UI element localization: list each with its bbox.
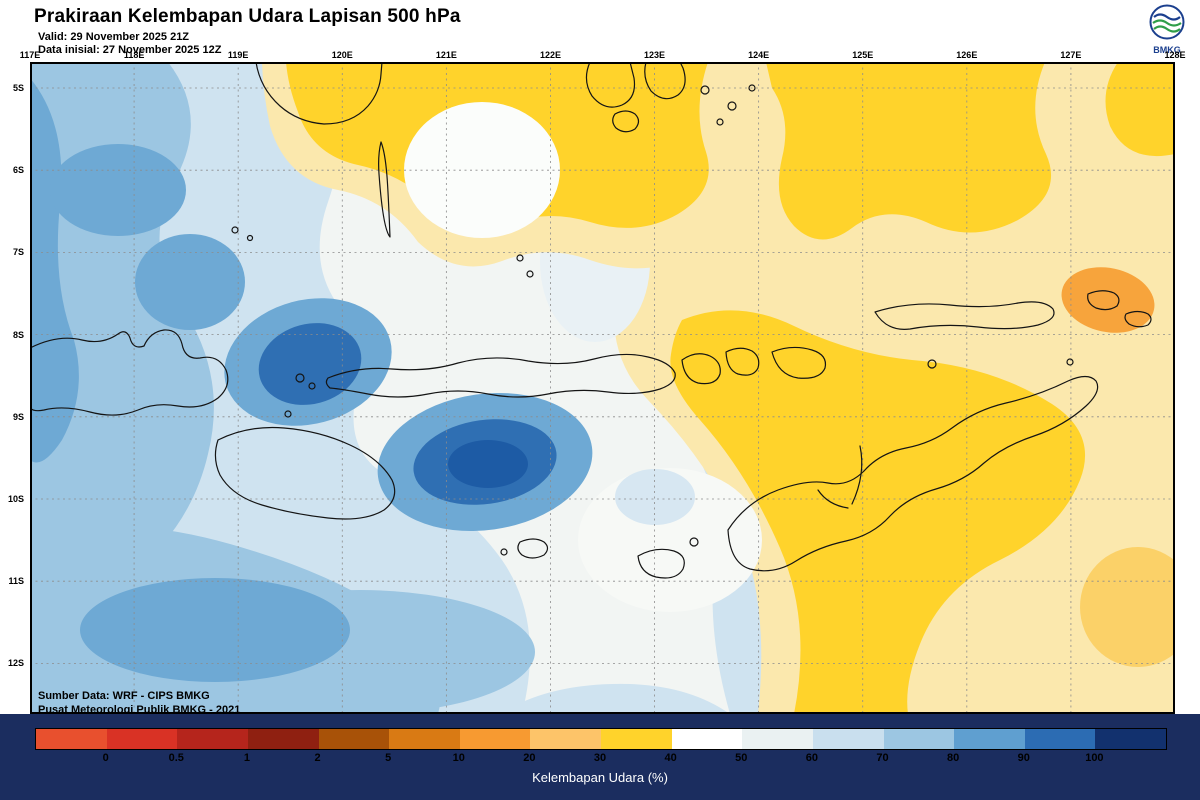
coast-alor xyxy=(771,346,827,379)
lat-label: 12S xyxy=(7,658,24,669)
colorbar-tick-label: 10 xyxy=(452,752,465,764)
coast-wetar xyxy=(874,301,1055,330)
colorbar-tick-label: 20 xyxy=(523,752,536,764)
coast-rote xyxy=(637,548,685,579)
colorbar-tick-labels: 0 0.5 1 2 5 10 20 30 40 50 60 70 80 90 100 xyxy=(35,752,1165,765)
coast-selayar xyxy=(378,141,391,238)
colorbar-tick-label: 100 xyxy=(1085,752,1104,764)
lon-label: 128E xyxy=(1164,50,1186,60)
lat-label: 10S xyxy=(7,494,24,504)
bmkg-logo: BMKG xyxy=(1144,3,1190,62)
colorbar-cell xyxy=(177,729,248,749)
bmkg-logo-icon: BMKG xyxy=(1149,4,1185,55)
lat-label: 11S xyxy=(8,576,24,587)
lon-label: 120E xyxy=(331,50,353,60)
colorbar-tick-label: 30 xyxy=(593,752,607,764)
colorbar-cell xyxy=(459,729,531,749)
coast-sumbawa xyxy=(30,329,229,416)
map-area: Sumber Data: WRF - CIPS BMKG Pusat Meteo… xyxy=(30,62,1175,716)
lat-label: 5S xyxy=(12,83,24,93)
colorbar-cell xyxy=(389,729,460,749)
colorbar-tick-label: 60 xyxy=(805,752,818,764)
init-time-text: Data inisial: 27 November 2025 12Z xyxy=(38,44,222,56)
colorbar xyxy=(35,728,1167,750)
coast-savu xyxy=(517,538,549,559)
lon-label: 118E xyxy=(123,50,145,60)
lat-label: 9S xyxy=(12,411,24,422)
colorbar-cell xyxy=(1095,729,1166,749)
coast-timor xyxy=(727,375,1099,572)
colorbar-cell xyxy=(671,729,743,749)
lon-label: 121E xyxy=(435,50,457,60)
colorbar-tick-label: 90 xyxy=(1017,752,1030,764)
page-title: Prakiraan Kelembapan Udara Lapisan 500 h… xyxy=(34,6,461,27)
coast-sumba xyxy=(214,426,396,520)
colorbar-cell xyxy=(247,729,319,749)
lon-label: 117E xyxy=(19,50,41,60)
colorbar-cell xyxy=(742,729,813,749)
colorbar-cell xyxy=(812,729,884,749)
longitude-axis: 117E 118E 119E 120E 121E 122E 123E 124E 125E 126E… xyxy=(20,48,1186,60)
lon-label: 126E xyxy=(956,50,978,60)
colorbar-tick-label: 70 xyxy=(876,752,889,764)
map-border xyxy=(30,62,1175,714)
bmkg-logo-label: BMKG xyxy=(1153,45,1181,55)
graticule-grid xyxy=(30,62,1175,714)
lon-label: 119E xyxy=(227,50,249,60)
latitude-axis: 5S 6S 7S 8S 9S 10S 11S 12S xyxy=(0,62,27,714)
colorbar-cell xyxy=(601,729,672,749)
colorbar-tick-label: 1 xyxy=(243,752,250,764)
colorbar-cell xyxy=(318,729,390,749)
source-org-text: Pusat Meteorologi Publik BMKG - 2021 xyxy=(38,704,241,716)
coast-sulawesi xyxy=(255,62,383,125)
humidity-map-canvas xyxy=(30,62,1175,714)
lat-label: 8S xyxy=(12,329,24,340)
colorbar-cell xyxy=(954,729,1025,749)
coastlines xyxy=(30,62,1152,579)
lon-label: 125E xyxy=(852,50,874,60)
lon-label: 122E xyxy=(539,50,561,60)
colorbar-cell xyxy=(883,729,955,749)
lat-label: 6S xyxy=(12,165,24,176)
lon-label: 127E xyxy=(1060,50,1082,60)
colorbar-tick-label: 0 xyxy=(102,752,109,764)
lon-label: 123E xyxy=(644,50,666,60)
valid-time-text: Valid: 29 November 2025 21Z xyxy=(38,31,190,43)
colorbar-tick-label: 2 xyxy=(314,752,321,764)
colorbar-cell xyxy=(36,729,107,749)
colorbar-tick-label: 0.5 xyxy=(168,752,184,764)
humidity-contours xyxy=(30,62,1175,714)
colorbar-tick-label: 50 xyxy=(735,752,748,764)
coast-flores xyxy=(325,353,676,398)
colorbar-cell xyxy=(106,729,178,749)
colorbar-tick-label: 40 xyxy=(664,752,677,764)
colorbar-cell xyxy=(530,729,601,749)
source-data-text: Sumber Data: WRF - CIPS BMKG xyxy=(38,690,210,702)
colorbar-tick-label: 80 xyxy=(947,752,960,764)
colorbar-tick-label: 5 xyxy=(385,752,392,764)
colorbar-cell xyxy=(1024,729,1096,749)
colorbar-caption: Kelembapan Udara (%) xyxy=(532,770,668,785)
legend-footer: 0 0.5 1 2 5 10 20 30 40 50 60 70 80 90 100 Kelembapan … xyxy=(0,714,1200,800)
coast-buton xyxy=(585,62,636,108)
lon-label: 124E xyxy=(748,50,770,60)
lat-label: 7S xyxy=(12,247,24,258)
